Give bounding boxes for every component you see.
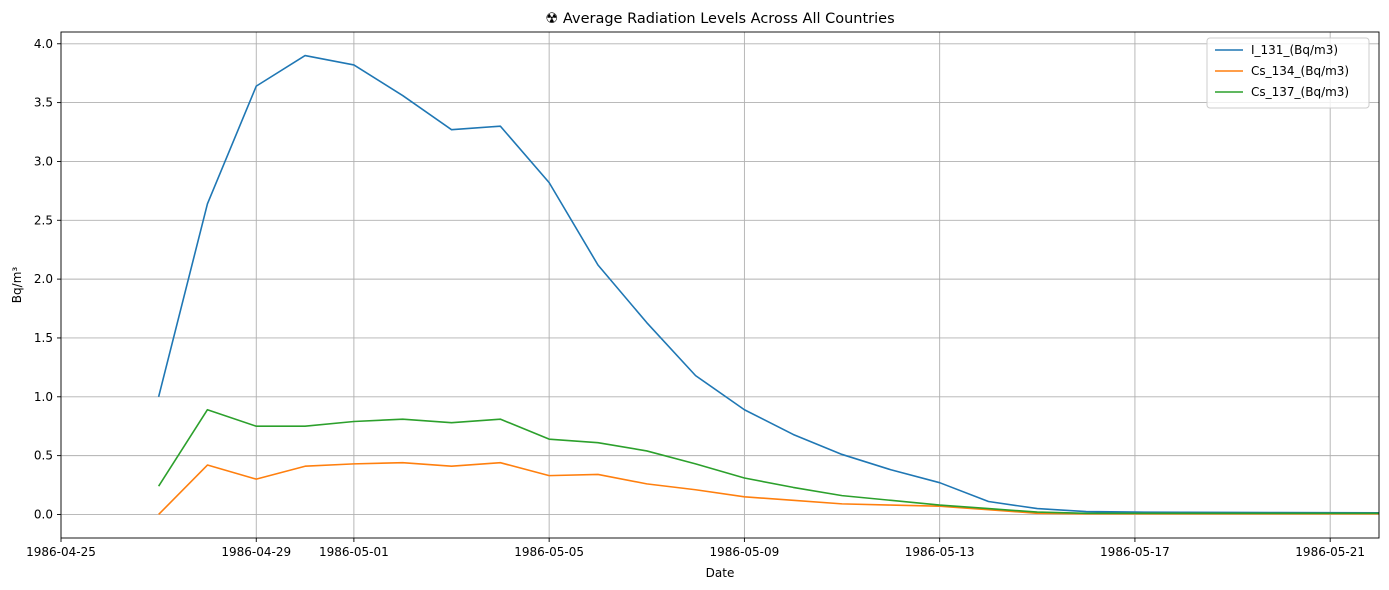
y-tick-label: 1.0 — [34, 390, 53, 404]
x-tick-label: 1986-04-25 — [26, 545, 96, 559]
series-lines — [157, 54, 1379, 516]
series-line-i-131-bq-m3 — [157, 54, 1379, 514]
x-tick-label: 1986-05-17 — [1100, 545, 1170, 559]
y-tick-label: 2.0 — [34, 272, 53, 286]
legend-box — [1206, 37, 1370, 109]
y-tick-label: 3.0 — [34, 154, 53, 168]
x-axis-label: Date — [706, 566, 735, 580]
x-tick-label: 1986-05-09 — [710, 545, 780, 559]
y-tick-label: 0.0 — [34, 507, 53, 521]
y-axis-label: Bq/m³ — [10, 267, 24, 304]
x-tick-label: 1986-05-13 — [905, 545, 975, 559]
y-tick-label: 0.5 — [34, 449, 53, 463]
x-tick-label: 1986-05-01 — [319, 545, 389, 559]
y-tick-label: 4.0 — [34, 37, 53, 51]
plot-frame — [60, 31, 1380, 539]
legend-label-cs-137-bq-m3: Cs_137_(Bq/m3) — [1251, 85, 1349, 99]
legend: I_131_(Bq/m3) Cs_134_(Bq/m3) Cs_137_(Bq/m3… — [1206, 37, 1370, 109]
legend-label-i-131-bq-m3: I_131_(Bq/m3) — [1251, 43, 1338, 57]
x-tick-label: 1986-05-21 — [1295, 545, 1365, 559]
chart-title: ☢ Average Radiation Levels Across All Co… — [545, 11, 894, 27]
x-tick-label: 1986-04-29 — [221, 545, 291, 559]
y-axis-ticks: 0.0 0.5 1.0 1.5 2.0 2.5 3.0 3.5 4.0 — [34, 37, 61, 521]
series-line-cs-137-bq-m3 — [157, 408, 1379, 515]
x-tick-label: 1986-05-05 — [514, 545, 584, 559]
legend-label-cs-134-bq-m3: Cs_134_(Bq/m3) — [1251, 64, 1349, 78]
y-tick-label: 2.5 — [34, 213, 53, 227]
x-axis-ticks: 1986-04-25 1986-04-29 1986-05-01 1986-05-05… — [26, 538, 1365, 559]
y-tick-label: 1.5 — [34, 331, 53, 345]
y-tick-label: 3.5 — [34, 96, 53, 110]
grid-lines — [60, 32, 1379, 538]
